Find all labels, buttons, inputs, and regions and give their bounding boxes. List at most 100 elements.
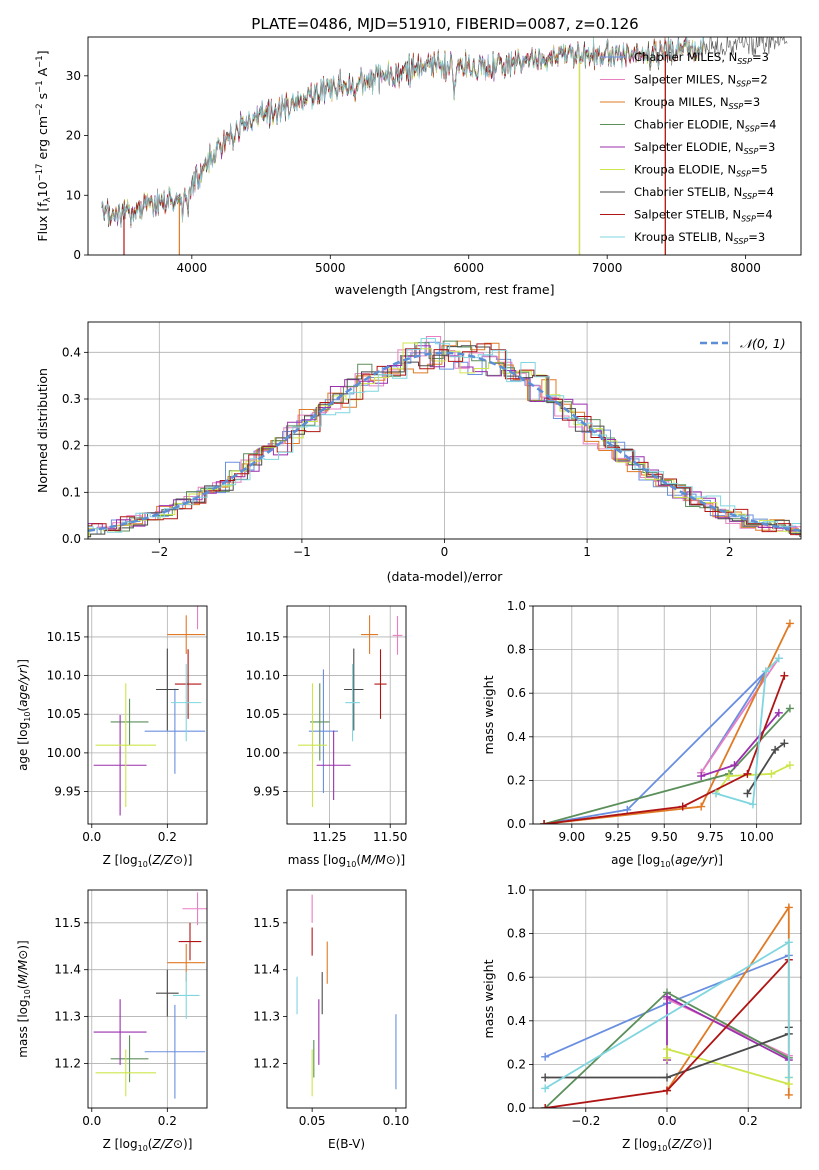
x-tick-label: −1 [293, 545, 311, 559]
y-axis-label: mass weight [481, 675, 496, 754]
axes-frame [286, 605, 407, 825]
legend-label: Salpeter STELIB, NSSP=4 [634, 208, 773, 224]
y-tick-label: 9.95 [54, 785, 81, 799]
x-tick-label: 11.50 [373, 830, 407, 844]
y-axis-label: mass [log10(M/M⊙)] [16, 940, 32, 1057]
panel-mass-vs-ebv: 0.05 0.10 11.2 11.3 11.4 11.5 E(B-V) [253, 889, 410, 1151]
y-tick-label: 30 [66, 69, 81, 83]
y-tick-label: 10 [66, 188, 81, 202]
x-axis-label: Z [log10(Z/Z⊙)] [103, 853, 193, 869]
x-tick-label: 0.0 [82, 1114, 101, 1128]
y-tick-label: 0.8 [507, 927, 526, 941]
panel-mass-vs-Z: 0.0 0.2 11.2 11.3 11.4 11.5 Z [log10(Z/Z⊙)] mas… [16, 889, 208, 1153]
weight-line [700, 657, 780, 774]
figure-title: PLATE=0486, MJD=51910, FIBERID=0087, z=0… [251, 15, 638, 33]
y-tick-label: 9.95 [253, 785, 280, 799]
y-tick-label: 0.2 [507, 773, 526, 787]
y-tick-label: 0.4 [507, 1014, 526, 1028]
y-axis-label: Flux [fλ10−17 erg cm−2 s−1 A−1] [35, 50, 53, 241]
y-tick-label: 10.05 [47, 707, 81, 721]
data-layer [88, 336, 801, 538]
x-tick-label: 0.10 [383, 1114, 410, 1128]
data-layer [297, 615, 403, 807]
y-tick-label: 0.6 [507, 686, 526, 700]
y-tick-label: 11.2 [54, 1056, 81, 1070]
gridlines [88, 322, 801, 539]
y-tick-label: 20 [66, 129, 81, 143]
axes-frame [87, 321, 802, 540]
weight-line [543, 675, 786, 824]
legend-label: Kroupa MILES, NSSP=3 [634, 95, 760, 111]
legend-label: Salpeter MILES, NSSP=2 [634, 73, 768, 89]
y-tick-label: 1.0 [507, 883, 526, 897]
axes-frame [87, 889, 208, 1109]
weight-line [543, 670, 767, 824]
y-tick-label: 0.8 [507, 643, 526, 657]
weight-line [715, 764, 791, 795]
y-tick-label: 11.4 [54, 963, 81, 977]
plot-area [88, 322, 801, 539]
axes-frame [532, 605, 802, 825]
gridlines [287, 606, 406, 824]
x-axis-label: E(B-V) [328, 1137, 365, 1151]
y-tick-label: 11.2 [253, 1056, 280, 1070]
axes-frame [286, 889, 407, 1109]
x-tick-label: 1 [583, 545, 591, 559]
weight-line [746, 742, 785, 794]
panel-massweight-vs-Z: −0.2 0.0 0.2 0.0 0.2 0.4 0.6 0.8 1.0 Z [log10(Z/Z… [481, 883, 802, 1153]
x-axis-label: Z [log10(Z/Z⊙)] [103, 1137, 193, 1153]
y-tick-label: 0.1 [62, 485, 81, 499]
y-tick-label: 0.4 [62, 345, 81, 359]
data-layer [540, 619, 794, 824]
legend-label: Chabrier MILES, NSSP=3 [634, 50, 769, 66]
weight-line [666, 1047, 790, 1086]
x-tick-label: 0.05 [299, 1114, 326, 1128]
data-layer [541, 903, 793, 1108]
x-axis-label: age [log10(age/yr)] [611, 853, 723, 869]
y-tick-label: 11.3 [253, 1010, 280, 1024]
y-axis-label: Normed distribution [35, 368, 50, 493]
y-tick-label: 0.0 [62, 532, 81, 546]
x-tick-label: −0.2 [571, 1114, 600, 1128]
x-tick-label: 10.00 [739, 830, 773, 844]
weight-line [715, 657, 780, 806]
x-tick-label: 11.25 [312, 830, 346, 844]
y-axis-label: age [log10(age/yr)] [16, 659, 32, 771]
y-axis-label: mass weight [481, 959, 496, 1038]
x-tick-label: 0.2 [739, 1114, 758, 1128]
legend-label: Kroupa STELIB, NSSP=3 [634, 230, 765, 246]
y-tick-label: 0.0 [507, 1101, 526, 1115]
gridlines [88, 606, 207, 824]
legend-label: Chabrier STELIB, NSSP=4 [634, 185, 774, 201]
x-tick-label: 9.75 [697, 830, 724, 844]
plot-area [88, 606, 207, 824]
spectrum-line [101, 37, 705, 227]
x-tick-label: 5000 [315, 261, 346, 275]
x-tick-label: 0.2 [158, 1114, 177, 1128]
data-layer [93, 892, 207, 1099]
data-layer [101, 37, 788, 255]
x-axis-label: Z [log10(Z/Z⊙)] [622, 1137, 712, 1153]
y-tick-label: 10.00 [246, 746, 280, 760]
axes-frame [87, 605, 208, 825]
y-tick-label: 11.5 [54, 916, 81, 930]
plot-area [101, 37, 788, 255]
legend-label: 𝒩(0, 1) [740, 336, 786, 351]
y-tick-label: 10.15 [47, 630, 81, 644]
y-tick-label: 10.05 [246, 707, 280, 721]
y-tick-label: 10.10 [47, 669, 81, 683]
x-tick-label: 9.50 [651, 830, 678, 844]
x-tick-label: 4000 [177, 261, 208, 275]
x-tick-label: 0 [441, 545, 449, 559]
histogram-step [88, 340, 801, 537]
plot-area [533, 890, 801, 1108]
y-tick-label: 11.3 [54, 1010, 81, 1024]
panel-age-vs-mass: 11.25 11.50 9.95 10.00 10.05 10.10 10.15 mass [… [246, 605, 407, 869]
x-tick-label: −2 [150, 545, 168, 559]
x-axis-label: (data-model)/error [387, 569, 504, 584]
x-tick-label: 9.25 [605, 830, 632, 844]
x-axis-label: mass [log10(M/M⊙)] [288, 853, 405, 869]
x-tick-label: 8000 [730, 261, 761, 275]
plot-area [296, 894, 397, 1097]
